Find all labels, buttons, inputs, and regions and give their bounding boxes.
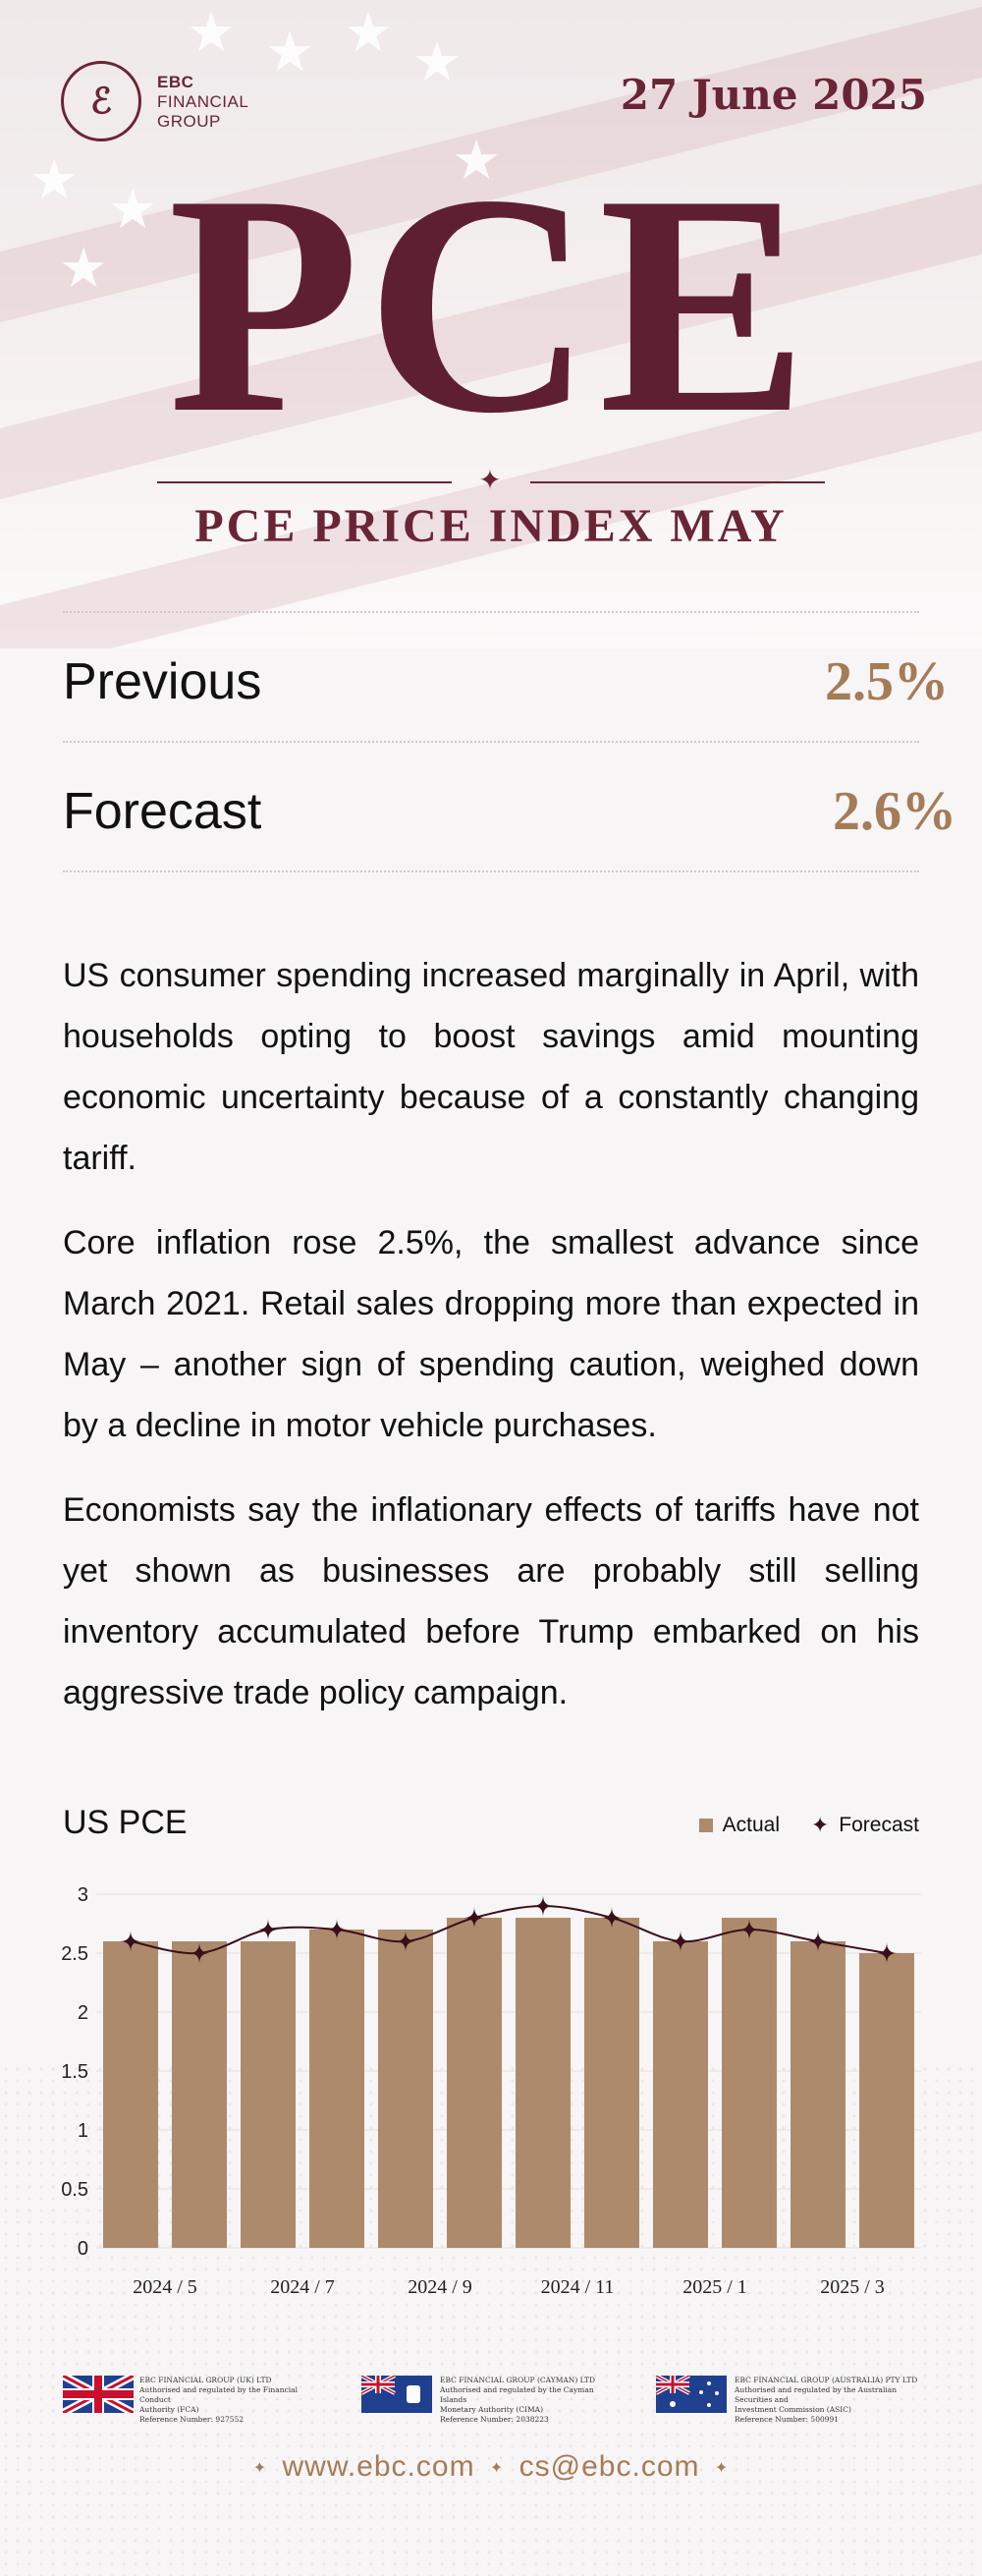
hero-background: ★ ★ ★ ★ ★ ★ ★ ★ bbox=[0, 0, 982, 648]
australia-flag-icon bbox=[655, 2374, 727, 2413]
email-link[interactable]: cs@ebc.com bbox=[518, 2450, 700, 2483]
ebc-logo: ℰ bbox=[61, 61, 141, 141]
y-tick-label: 3 bbox=[78, 1884, 88, 1906]
stat-row-forecast: Forecast 2.6% bbox=[63, 741, 956, 872]
regulator-info-cayman: EBC FINANCIAL GROUP (CAYMAN) LTD Authori… bbox=[440, 2376, 617, 2425]
bar bbox=[859, 1953, 914, 2248]
chart-title: US PCE bbox=[63, 1804, 188, 1841]
forecast-point bbox=[120, 1931, 141, 1952]
forecast-point bbox=[601, 1907, 623, 1929]
cayman-flag-icon bbox=[360, 2374, 432, 2413]
y-tick-label: 1.5 bbox=[61, 2061, 88, 2083]
legend-label: Actual bbox=[722, 1814, 781, 1836]
uk-flag-icon bbox=[61, 2372, 136, 2417]
star-icon: ★ bbox=[59, 237, 109, 299]
bar bbox=[172, 1941, 227, 2248]
star-icon: ★ bbox=[187, 1, 237, 63]
regulator-info-uk: EBC FINANCIAL GROUP (UK) LTD Authorised … bbox=[139, 2376, 316, 2425]
forecast-point bbox=[257, 1919, 279, 1940]
star-icon: ★ bbox=[412, 30, 463, 92]
regulator-line: Reference Number: 927552 bbox=[139, 2415, 245, 2424]
bar bbox=[309, 1930, 364, 2248]
forecast-point bbox=[395, 1931, 416, 1952]
regulator-line: Monetary Authority (CIMA) bbox=[440, 2405, 544, 2414]
regulator-line: Authority (FCA) bbox=[139, 2405, 199, 2414]
y-tick-label: 2 bbox=[78, 2002, 88, 2024]
stat-value: 2.6% bbox=[833, 781, 956, 842]
release-date: 27 June 2025 bbox=[620, 71, 927, 119]
regulator-line: Authorised and regulated by the Financia… bbox=[139, 2385, 299, 2404]
regulator-line: Authorised and regulated by the Australi… bbox=[735, 2385, 898, 2404]
forecast-point bbox=[807, 1931, 829, 1952]
forecast-point bbox=[464, 1907, 485, 1929]
star-icon: ★ bbox=[265, 21, 315, 83]
forecast-point bbox=[876, 1942, 898, 1964]
paragraph: Core inflation rose 2.5%, the smallest a… bbox=[63, 1224, 919, 1444]
logo-line: EBC bbox=[157, 73, 194, 91]
regulator-line: EBC FINANCIAL GROUP (AUSTRALIA) PTY LTD bbox=[735, 2376, 918, 2384]
bar bbox=[791, 1941, 846, 2248]
bar bbox=[653, 1941, 708, 2248]
paragraph: US consumer spending increased marginall… bbox=[63, 957, 919, 1177]
page-title: PCE bbox=[168, 131, 814, 478]
x-tick-label: 2024 / 11 bbox=[541, 2276, 615, 2298]
divider bbox=[63, 870, 919, 872]
forecast-point bbox=[189, 1942, 210, 1964]
legend-label: Forecast bbox=[839, 1814, 919, 1836]
y-tick-label: 0.5 bbox=[61, 2179, 88, 2201]
star-icon: ★ bbox=[29, 148, 80, 210]
regulator-line: Reference Number: 2038223 bbox=[440, 2415, 549, 2424]
x-tick-label: 2025 / 1 bbox=[682, 2276, 747, 2298]
stat-label: Previous bbox=[63, 653, 262, 710]
legend-bar-swatch-icon bbox=[698, 1819, 713, 1832]
star-icon: ★ bbox=[452, 129, 502, 191]
bar bbox=[378, 1930, 433, 2248]
star-icon: ★ bbox=[108, 178, 158, 240]
stat-label: Forecast bbox=[63, 783, 262, 840]
regulator-line: Authorised and regulated by the Cayman I… bbox=[440, 2385, 594, 2404]
y-tick-label: 1 bbox=[78, 2120, 88, 2142]
regulator-line: Investment Commission (ASIC) bbox=[735, 2405, 851, 2414]
regulator-line: EBC FINANCIAL GROUP (CAYMAN) LTD bbox=[440, 2376, 596, 2384]
forecast-point bbox=[738, 1919, 760, 1940]
page-subtitle: PCE PRICE INDEX MAY bbox=[194, 500, 788, 552]
sparkle-icon: ✦ bbox=[714, 2460, 730, 2478]
logo-line: FINANCIAL bbox=[157, 92, 249, 111]
paragraph: Economists say the inflationary effects … bbox=[63, 1491, 919, 1711]
forecast-point bbox=[532, 1895, 554, 1917]
pce-chart: 0 0.5 1 1.5 2 2.5 3 2024 / 5 2024 / 7 2024 / 9 202… bbox=[61, 1884, 921, 2298]
logo-line: GROUP bbox=[157, 112, 221, 131]
legend-star-icon: ✦ bbox=[810, 1813, 830, 1837]
forecast-point bbox=[326, 1919, 348, 1940]
contact-bar: ✦ www.ebc.com ✦ cs@ebc.com ✦ bbox=[0, 2450, 982, 2484]
x-tick-label: 2024 / 7 bbox=[270, 2276, 335, 2298]
website-link[interactable]: www.ebc.com bbox=[282, 2450, 475, 2483]
bar bbox=[103, 1941, 158, 2248]
logo-text: EBC FINANCIAL GROUP bbox=[157, 73, 248, 132]
x-tick-label: 2024 / 9 bbox=[408, 2276, 472, 2298]
x-tick-label: 2024 / 5 bbox=[133, 2276, 197, 2298]
divider-right bbox=[530, 481, 825, 483]
y-tick-label: 2.5 bbox=[61, 1943, 88, 1965]
star-icon: ★ bbox=[344, 1, 394, 63]
sparkle-icon: ✦ bbox=[489, 2460, 505, 2478]
regulator-line: Reference Number: 500991 bbox=[735, 2415, 840, 2424]
bar bbox=[241, 1941, 296, 2248]
bar bbox=[584, 1918, 639, 2248]
y-tick-label: 0 bbox=[78, 2238, 88, 2260]
regulator-info-australia: EBC FINANCIAL GROUP (AUSTRALIA) PTY LTD … bbox=[735, 2376, 931, 2425]
regulator-line: EBC FINANCIAL GROUP (UK) LTD bbox=[139, 2376, 272, 2384]
forecast-point bbox=[670, 1931, 691, 1952]
sparkle-icon: ✦ bbox=[252, 2460, 268, 2478]
stat-value: 2.5% bbox=[825, 651, 949, 712]
stat-row-previous: Previous 2.5% bbox=[63, 611, 949, 743]
x-tick-label: 2025 / 3 bbox=[820, 2276, 885, 2298]
bar bbox=[516, 1918, 571, 2248]
sparkle-icon: ✦ bbox=[478, 465, 502, 495]
logo-mark-icon: ℰ bbox=[90, 81, 112, 122]
bar bbox=[722, 1918, 777, 2248]
chart-legend: Actual ✦ Forecast bbox=[698, 1813, 919, 1838]
divider-left bbox=[157, 481, 452, 483]
bar bbox=[447, 1918, 502, 2248]
